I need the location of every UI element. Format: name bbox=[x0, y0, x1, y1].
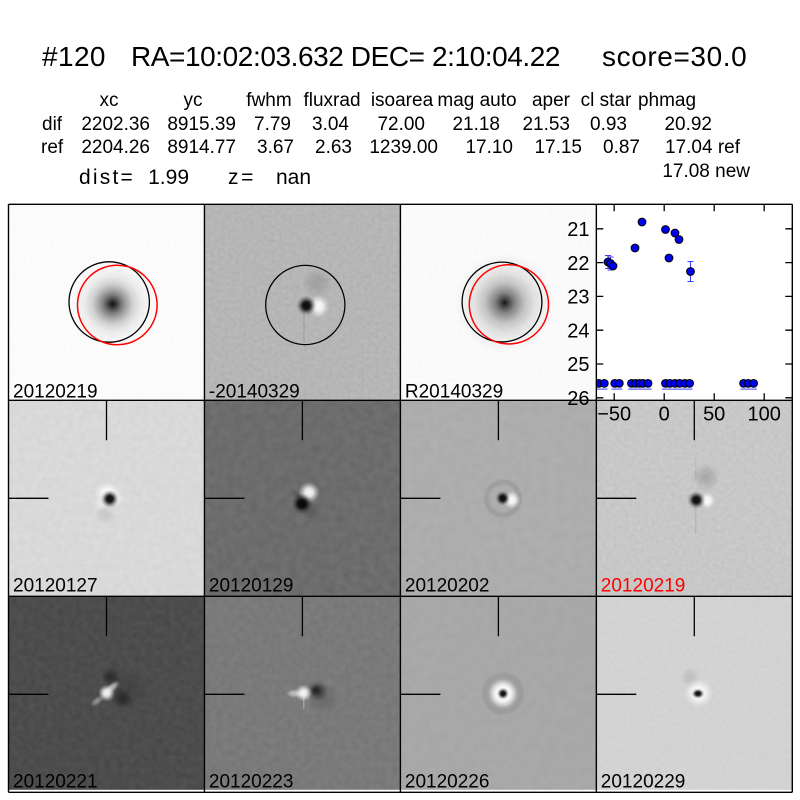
svg-text:phmag: phmag bbox=[638, 90, 696, 111]
svg-text:z=: z= bbox=[228, 166, 256, 189]
svg-text:fwhm: fwhm bbox=[246, 90, 291, 111]
svg-text:isoarea: isoarea bbox=[371, 90, 434, 111]
svg-text:8914.77: 8914.77 bbox=[167, 137, 236, 158]
svg-text:cl star: cl star bbox=[581, 90, 632, 111]
svg-text:fluxrad: fluxrad bbox=[303, 90, 360, 111]
svg-text:2204.26: 2204.26 bbox=[81, 137, 150, 158]
svg-text:nan: nan bbox=[276, 166, 311, 189]
svg-text:20120223: 20120223 bbox=[209, 771, 294, 792]
svg-text:1239.00: 1239.00 bbox=[369, 137, 438, 158]
svg-text:17.15: 17.15 bbox=[534, 137, 582, 158]
svg-text:20.92: 20.92 bbox=[664, 114, 712, 135]
svg-text:xc: xc bbox=[100, 90, 119, 111]
svg-text:24: 24 bbox=[567, 320, 589, 342]
svg-text:1.99: 1.99 bbox=[148, 166, 189, 189]
svg-text:yc: yc bbox=[184, 90, 203, 111]
svg-text:17.10: 17.10 bbox=[465, 137, 513, 158]
svg-text:ref: ref bbox=[41, 137, 64, 158]
svg-text:50: 50 bbox=[703, 404, 725, 426]
svg-text:21: 21 bbox=[567, 219, 589, 241]
svg-text:20120129: 20120129 bbox=[209, 575, 294, 596]
svg-text:2202.36: 2202.36 bbox=[81, 114, 150, 135]
svg-text:7.79: 7.79 bbox=[254, 114, 291, 135]
svg-text:20120127: 20120127 bbox=[13, 575, 98, 596]
svg-text:0: 0 bbox=[659, 404, 670, 426]
svg-text:22: 22 bbox=[567, 253, 589, 275]
svg-text:RA=10:02:03.632 DEC= 2:10:04.2: RA=10:02:03.632 DEC= 2:10:04.22 bbox=[131, 41, 560, 72]
svg-text:25: 25 bbox=[567, 354, 589, 376]
svg-text:−50: −50 bbox=[597, 404, 631, 426]
svg-text:0.93: 0.93 bbox=[590, 114, 627, 135]
svg-text:dist=: dist= bbox=[79, 166, 135, 189]
svg-text:20120229: 20120229 bbox=[601, 771, 686, 792]
svg-text:100: 100 bbox=[748, 404, 781, 426]
svg-text:8915.39: 8915.39 bbox=[167, 114, 236, 135]
svg-text:20120226: 20120226 bbox=[405, 771, 490, 792]
svg-text:dif: dif bbox=[42, 114, 63, 135]
svg-text:20120202: 20120202 bbox=[405, 575, 490, 596]
svg-text:aper: aper bbox=[532, 90, 571, 111]
svg-text:-20140329: -20140329 bbox=[209, 381, 300, 402]
svg-text:23: 23 bbox=[567, 287, 589, 309]
svg-text:72.00: 72.00 bbox=[377, 114, 425, 135]
svg-text:20120219: 20120219 bbox=[601, 575, 686, 596]
svg-text:2.63: 2.63 bbox=[315, 137, 352, 158]
svg-text:26: 26 bbox=[567, 388, 589, 410]
svg-text:17.08 new: 17.08 new bbox=[662, 161, 750, 182]
svg-text:0.87: 0.87 bbox=[603, 137, 640, 158]
svg-text:20120221: 20120221 bbox=[13, 771, 98, 792]
svg-text:3.04: 3.04 bbox=[312, 114, 349, 135]
svg-text:21.53: 21.53 bbox=[522, 114, 570, 135]
svg-text:20120219: 20120219 bbox=[13, 381, 98, 402]
svg-text:#120: #120 bbox=[42, 41, 106, 72]
svg-text:3.67: 3.67 bbox=[257, 137, 294, 158]
svg-text:R20140329: R20140329 bbox=[405, 381, 503, 402]
svg-text:17.04 ref: 17.04 ref bbox=[665, 137, 741, 158]
svg-text:21.18: 21.18 bbox=[452, 114, 500, 135]
svg-text:mag auto: mag auto bbox=[437, 90, 516, 111]
svg-text:score=30.0: score=30.0 bbox=[602, 41, 747, 72]
